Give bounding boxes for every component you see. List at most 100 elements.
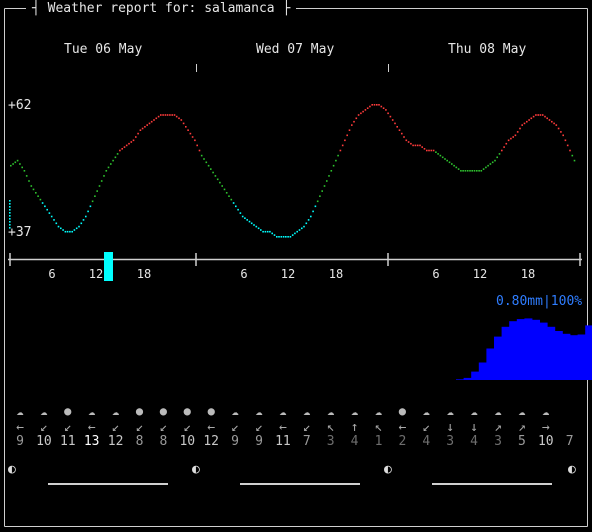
temperature-point <box>9 200 11 202</box>
temperature-point <box>14 161 17 164</box>
temperature-point <box>491 161 494 164</box>
wind-speed: 4 <box>422 434 431 449</box>
temperature-point <box>9 221 11 223</box>
temperature-point <box>364 109 367 111</box>
wind-direction-icon: ↖ <box>374 420 383 435</box>
temperature-point <box>194 139 196 142</box>
temperature-point <box>435 151 437 153</box>
temperature-point <box>110 163 112 165</box>
temperature-point <box>266 230 269 233</box>
temperature-point <box>507 139 510 142</box>
temperature-point <box>207 164 210 167</box>
wind-direction-icon: ← <box>278 420 287 435</box>
temperature-point <box>319 195 321 197</box>
temperature-point <box>494 159 496 162</box>
temperature-point <box>557 127 560 130</box>
temperature-point <box>264 230 267 233</box>
weather-condition-icon: ● <box>207 404 215 418</box>
temperature-point <box>50 215 53 218</box>
wind-speed: 4 <box>470 434 478 449</box>
temperature-point <box>478 170 480 172</box>
wind-direction-icon: ↗ <box>494 420 502 435</box>
title-right-bar: ├ <box>274 1 291 16</box>
temperature-point <box>416 144 419 147</box>
temperature-point <box>282 236 285 238</box>
temperature-point <box>271 232 273 235</box>
wind-direction-icon: ↑ <box>350 420 359 435</box>
report-title: Weather report for: salamanca <box>47 1 275 16</box>
temperature-point <box>9 209 11 211</box>
wind-direction-icon: ← <box>207 420 216 435</box>
weather-condition-icon: ☁ <box>542 404 550 418</box>
temperature-point <box>9 212 11 214</box>
precipitation-bar <box>577 334 586 380</box>
wind-speed: 11 <box>59 434 76 449</box>
temperature-point <box>141 127 144 130</box>
temperature-point <box>57 225 60 228</box>
temperature-point <box>223 188 226 191</box>
temperature-point <box>314 205 317 208</box>
moon-phase-icon: ◐ <box>8 462 16 477</box>
moon-phase-icon: ◐ <box>384 462 392 477</box>
weather-condition-icon: ☁ <box>494 404 502 418</box>
temperature-point <box>173 114 176 116</box>
temperature-point <box>366 107 369 109</box>
temperature-point <box>476 170 478 172</box>
moon-phase-icon: ◐ <box>568 462 576 477</box>
wind-direction-icon: ↙ <box>183 420 192 435</box>
temperature-point <box>426 149 428 152</box>
temperature-point <box>407 141 410 143</box>
temperature-point <box>128 142 130 145</box>
wind-speed: 10 <box>36 434 52 449</box>
temperature-point <box>496 156 498 159</box>
temperature-point <box>428 149 430 152</box>
weather-condition-icon: ☁ <box>16 404 24 418</box>
weather-condition-icon: ☁ <box>422 404 430 418</box>
day-label-3: Thu 08 May <box>448 42 527 57</box>
wind-speed: 11 <box>275 434 291 449</box>
wind-direction-icon: ↓ <box>446 420 455 435</box>
temperature-point <box>9 215 11 217</box>
temperature-point <box>560 131 562 133</box>
temperature-point <box>369 105 371 108</box>
precipitation-bar <box>516 319 525 380</box>
temperature-point <box>269 230 271 233</box>
precipitation-bar <box>554 331 563 380</box>
temperature-point <box>471 170 473 172</box>
temp-max-label: +62 <box>8 98 32 113</box>
temperature-point <box>148 122 151 125</box>
temperature-point <box>451 163 453 165</box>
temperature-point <box>394 122 396 125</box>
wind-direction-icon: ↙ <box>422 420 431 435</box>
temperature-point <box>310 215 312 218</box>
temperature-point <box>96 190 98 192</box>
hour-tick: 6 <box>432 267 440 281</box>
temperature-point <box>546 117 548 120</box>
temperature-point <box>501 149 503 152</box>
hour-tick: 12 <box>472 267 488 281</box>
temperature-point <box>100 180 103 182</box>
temperature-point <box>376 104 378 106</box>
temperature-point <box>180 119 183 121</box>
weather-condition-icon: ☁ <box>470 404 478 418</box>
temperature-point <box>489 163 492 165</box>
temperature-point <box>107 166 110 169</box>
temperature-point <box>175 115 178 118</box>
temperature-point <box>378 104 380 106</box>
precipitation-bar <box>547 326 556 380</box>
temperature-point <box>153 119 155 121</box>
temperature-point <box>80 222 83 225</box>
temperature-point <box>316 200 319 203</box>
temperature-point <box>482 168 485 170</box>
temperature-point <box>87 210 89 213</box>
temperature-point <box>78 225 80 228</box>
precipitation-bar <box>471 371 480 380</box>
temperature-point <box>469 170 471 172</box>
temperature-point <box>164 114 167 116</box>
temperature-point <box>396 126 398 128</box>
temperature-point <box>44 205 46 208</box>
precipitation-bar <box>562 333 571 380</box>
temperature-point <box>9 218 11 220</box>
temperature-point <box>460 170 462 172</box>
